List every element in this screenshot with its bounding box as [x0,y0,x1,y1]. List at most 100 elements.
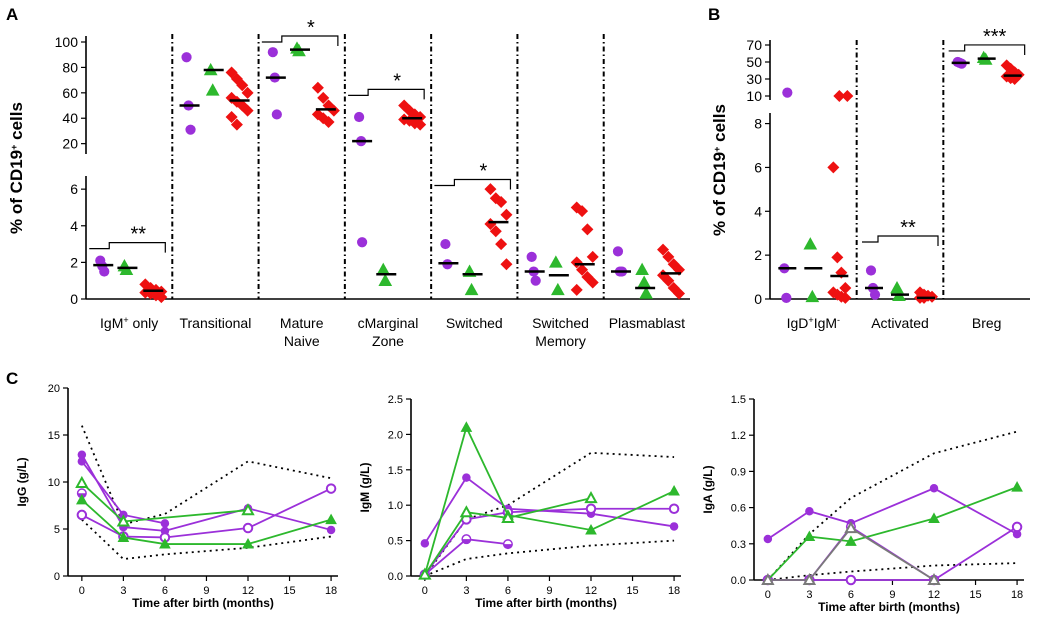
a-ytick-label: 80 [62,59,78,75]
c1-series-point [242,522,254,534]
c3-xtick-label: 15 [969,589,981,601]
a-significance-stars: * [393,70,401,92]
a-red-point [322,116,335,129]
c1-xtick-label: 15 [283,585,295,597]
a-category-label: Mature [280,315,324,331]
a-red-point [311,81,324,94]
b-significance-stars: ** [900,217,916,239]
c2-series-point [669,522,679,531]
c3-ytick-label: 0.9 [731,466,746,478]
c1-xtick-label: 0 [79,585,85,597]
a-purple-point [612,246,624,257]
b-green-point [890,281,904,294]
a-category-label: Plasmablast [609,315,685,331]
a-red-point [500,258,513,271]
c2-series-point [584,491,598,504]
a-red-point [586,250,599,263]
a-red-point [317,91,330,104]
c3-series-line [767,486,1018,581]
c3-series-point [927,572,941,585]
c2-series-point-fill [462,539,471,544]
a-ytick-label: 60 [62,85,78,101]
b-ytick-label: 50 [746,54,762,70]
a-green-point [548,255,563,268]
c1-ytick-label: 20 [48,383,60,395]
c3-ytick-label: 1.2 [731,430,746,442]
c3-xtick-label: 18 [1011,589,1023,601]
a-red-point [489,225,502,238]
c1-series-point [75,493,88,505]
c3-series-point [761,572,775,585]
c3-series-point [845,535,857,546]
c2-series-line [424,497,592,576]
b-red-point [831,251,844,264]
c2-series-point [462,473,471,482]
c3-xtick-label: 12 [928,589,940,601]
c1-y-label: IgG (g/L) [15,457,29,506]
b-category-label: IgD+IgM- [787,315,840,331]
c1-series-point [242,538,254,549]
a-red-point [662,274,675,287]
a-green-point [637,275,651,288]
c1-series-point [76,509,88,521]
a-red-point [576,205,589,218]
b-purple-point [869,289,881,300]
c1-series-point [77,450,87,459]
c3-series-point [928,512,940,523]
b-ytick-label: 6 [754,159,762,175]
c1-series-point [75,475,89,488]
a-red-point [673,287,686,300]
c1-series-point [117,531,130,542]
b-red-point [839,291,852,304]
c3-ytick-label: 0.0 [731,575,746,587]
c2-xtick-label: 18 [668,585,680,597]
c2-series-point [501,510,515,523]
panel-label-b: B [708,5,720,24]
c3-xtick-label: 0 [765,589,771,601]
c2-series-point [420,539,430,548]
c1-ytick-label: 5 [54,524,60,536]
a-green-point [550,282,565,296]
c1-ytick-label: 10 [48,477,60,489]
c3-series-point [803,530,816,542]
b-red-point [833,90,846,102]
a-significance-stars: * [480,160,488,182]
c1-series-point [159,538,171,549]
a-ytick-label: 0 [70,291,78,307]
c1-reference-lower [81,518,332,561]
c2-series-point [459,505,474,518]
a-green-point [639,286,653,299]
c1-xtick-label: 9 [203,585,209,597]
c1-series-point [160,519,170,528]
a-green-point [378,273,393,286]
a-purple-point [271,109,282,120]
c3-xtick-label: 3 [806,589,812,601]
c2-series-point [418,567,432,580]
b-ytick-label: 70 [746,37,762,53]
c2-y-label: IgM (g/L) [358,463,372,513]
a-ytick-label: 100 [55,34,79,50]
c3-series-point [805,506,814,516]
c2-ytick-label: 2.0 [388,429,403,441]
c1-x-label: Time after birth (months) [132,596,274,610]
b-significance-bracket [862,235,939,246]
b-y-label: % of CD19+ cells [710,104,729,236]
b-red-point [841,90,854,102]
c2-xtick-label: 3 [463,585,469,597]
c1-series-point [325,483,337,494]
a-red-point [241,86,254,99]
a-purple-point [185,124,196,135]
b-ytick-label: 4 [754,203,762,219]
a-ytick-label: 6 [70,181,78,197]
c1-xtick-label: 12 [242,585,254,597]
a-category-label: cMarginal [358,315,419,331]
c1-xtick-label: 3 [120,585,126,597]
panel-label-c: C [6,369,18,388]
a-red-point [495,238,508,251]
c2-xtick-label: 15 [626,585,638,597]
c1-series-point [325,513,337,525]
c2-series-point [585,503,597,514]
b-significance-stars: *** [983,26,1007,48]
c3-ytick-label: 0.3 [731,539,746,551]
